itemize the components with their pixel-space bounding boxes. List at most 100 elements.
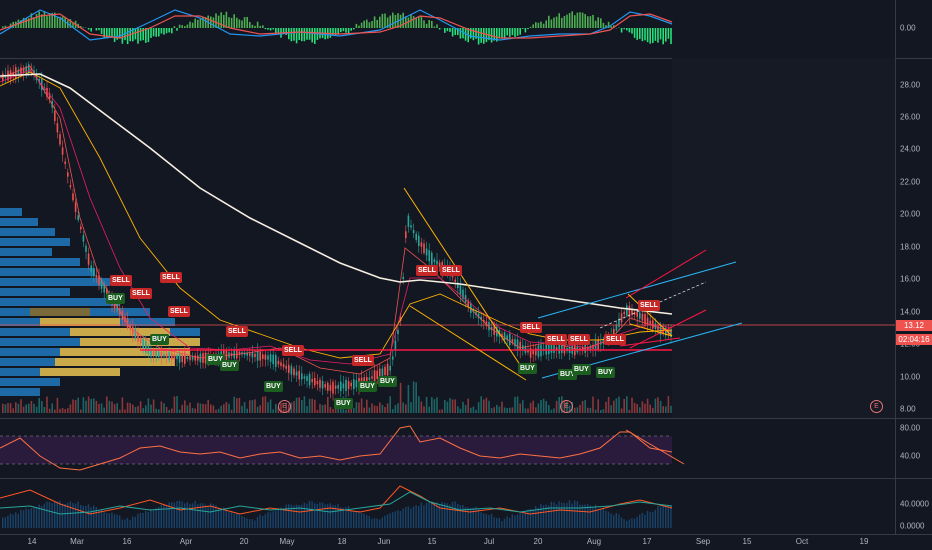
- adx-histogram-bar: [347, 506, 350, 528]
- buy-signal[interactable]: BUY: [596, 367, 615, 378]
- earnings-marker-may[interactable]: E: [278, 400, 291, 413]
- volume-bar: [194, 408, 196, 413]
- volume-bar: [436, 397, 438, 413]
- adx-histogram-bar: [363, 513, 365, 528]
- buy-signal[interactable]: BUY: [518, 363, 537, 374]
- macd-histogram-bar: [38, 11, 40, 28]
- candle: [285, 365, 287, 369]
- volume-bar: [329, 406, 332, 413]
- macd-histogram-bar: [108, 28, 111, 37]
- sell-signal[interactable]: SELL: [545, 334, 567, 345]
- buy-signal[interactable]: BUY: [334, 398, 353, 409]
- macd-histogram-bar: [28, 18, 30, 28]
- sell-signal[interactable]: SELL: [130, 288, 152, 299]
- sell-signal[interactable]: SELL: [520, 322, 542, 333]
- adx-histogram-bar: [418, 506, 420, 528]
- candle: [535, 348, 537, 356]
- volume-bar: [191, 407, 194, 413]
- earnings-marker-future[interactable]: E: [870, 400, 883, 413]
- sell-signal[interactable]: SELL: [604, 334, 626, 345]
- buy-signal[interactable]: BUY: [150, 334, 169, 345]
- candle: [347, 381, 350, 389]
- buy-signal[interactable]: BUY: [378, 376, 397, 387]
- candle: [251, 352, 254, 358]
- macd-plot[interactable]: [0, 0, 895, 58]
- adx-plot[interactable]: [0, 478, 895, 534]
- macd-histogram-bar: [90, 28, 92, 32]
- volume-bar: [332, 409, 334, 413]
- adx-histogram-bar: [290, 504, 292, 528]
- volume-bar: [264, 396, 267, 413]
- price-tick: 24.00: [900, 144, 921, 154]
- sell-signal[interactable]: SELL: [168, 306, 190, 317]
- adx-histogram-bar: [613, 515, 615, 528]
- volume-bar: [77, 397, 79, 413]
- adx-histogram-bar: [342, 507, 344, 528]
- macd-histogram-bar: [35, 14, 38, 28]
- volume-bar: [542, 398, 545, 413]
- candle: [2, 73, 4, 82]
- volume-bar: [355, 402, 358, 413]
- earnings-marker-aug[interactable]: E: [560, 400, 573, 413]
- sell-signal[interactable]: SELL: [282, 345, 304, 356]
- volume-bar: [399, 382, 402, 413]
- volume-bar: [160, 401, 163, 413]
- buy-signal[interactable]: BUY: [572, 364, 591, 375]
- sell-signal[interactable]: SELL: [638, 300, 660, 311]
- adx-histogram-bar: [69, 501, 71, 528]
- volume-bar: [397, 403, 399, 413]
- macd-histogram-bar: [485, 28, 488, 43]
- volume-bar: [124, 409, 126, 413]
- price-axis[interactable]: 28.00 26.00 24.00 22.00 20.00 18.00 16.0…: [895, 58, 932, 418]
- volume-bar: [113, 404, 116, 413]
- sell-signal[interactable]: SELL: [110, 275, 132, 286]
- adx-histogram-bar: [126, 517, 129, 528]
- volume-bar: [553, 408, 555, 413]
- price-plot[interactable]: E E E SELL BUY SELL SELL BUY SELL SELL B…: [0, 58, 895, 418]
- sell-signal[interactable]: SELL: [226, 326, 248, 337]
- price-pane[interactable]: E E E SELL BUY SELL SELL BUY SELL SELL B…: [0, 58, 932, 419]
- adx-histogram-bar: [95, 507, 97, 528]
- buy-signal[interactable]: BUY: [264, 381, 283, 392]
- volume-bar: [43, 406, 46, 413]
- rsi-pane[interactable]: 80.00 40.00: [0, 418, 932, 479]
- volume-bar: [28, 403, 30, 413]
- volume-bar: [311, 398, 313, 413]
- macd-histogram-bar: [116, 28, 118, 40]
- volume-bar: [132, 404, 134, 413]
- volume-bar: [217, 408, 220, 413]
- volume-bar: [392, 409, 394, 413]
- macd-histogram-bar: [420, 16, 423, 28]
- buy-signal[interactable]: BUY: [106, 293, 125, 304]
- buy-signal[interactable]: BUY: [206, 354, 225, 365]
- adx-histogram-bar: [43, 503, 45, 528]
- adx-histogram-bar: [93, 505, 95, 528]
- macd-histogram-bar: [550, 19, 553, 28]
- buy-signal[interactable]: BUY: [358, 381, 377, 392]
- sell-signal[interactable]: SELL: [416, 265, 438, 276]
- buy-signal[interactable]: BUY: [220, 360, 239, 371]
- sell-signal[interactable]: SELL: [352, 355, 374, 366]
- candle: [87, 253, 90, 265]
- volume-bar: [602, 409, 605, 413]
- sell-signal[interactable]: SELL: [440, 265, 462, 276]
- time-axis[interactable]: 14 Mar 16 Apr 20 May 18 Jun 15 Jul 20 Au…: [0, 534, 932, 550]
- adx-pane[interactable]: 40.0000 0.0000: [0, 478, 932, 535]
- volume-bar: [597, 399, 599, 413]
- adx-histogram-bar: [267, 512, 269, 528]
- macd-histogram-bar: [373, 16, 376, 28]
- volume-bar: [220, 405, 222, 413]
- macd-histogram-bar: [514, 28, 516, 37]
- candle: [321, 380, 324, 389]
- macd-histogram-bar: [332, 28, 334, 36]
- rsi-plot[interactable]: [0, 418, 895, 478]
- candle: [290, 366, 293, 375]
- sell-signal[interactable]: SELL: [568, 334, 590, 345]
- volume-bar: [35, 406, 38, 413]
- volume-bar: [415, 382, 417, 413]
- adx-histogram-bar: [17, 513, 19, 528]
- sell-signal[interactable]: SELL: [160, 272, 182, 283]
- buy-signal[interactable]: BUY: [558, 369, 577, 380]
- macd-pane[interactable]: 0.00: [0, 0, 932, 59]
- macd-histogram-bar: [386, 17, 389, 28]
